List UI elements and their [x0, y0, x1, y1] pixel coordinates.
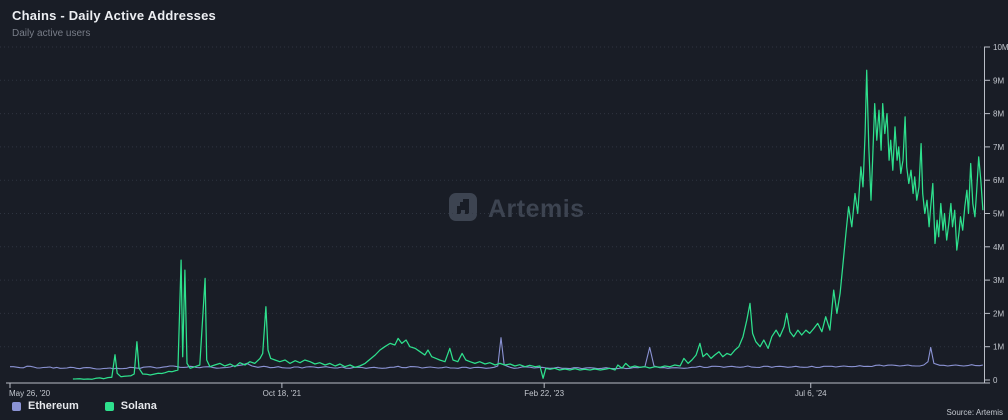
y-tick-label: 10M [993, 43, 1008, 52]
y-tick-label: 6M [993, 176, 1004, 185]
x-tick-label: May 26, '20 [9, 389, 51, 398]
y-tick-label: 1M [993, 343, 1004, 352]
legend-item-solana[interactable]: Solana [104, 400, 157, 412]
watermark-text: Artemis [488, 195, 585, 223]
y-tick-label: 3M [993, 276, 1004, 285]
y-tick-label: 9M [993, 76, 1004, 85]
source-label: Source: Artemis [946, 408, 1003, 417]
page-title: Chains - Daily Active Addresses [12, 8, 216, 23]
series-line-solana [72, 69, 984, 380]
series-line-ethereum [10, 337, 984, 370]
legend-item-ethereum[interactable]: Ethereum [12, 400, 79, 412]
x-tick-label: Feb 22, '23 [524, 389, 564, 398]
legend-label: Solana [120, 400, 157, 412]
y-tick-label: 0 [993, 376, 998, 385]
y-tick-label: 7M [993, 143, 1004, 152]
legend-label: Ethereum [28, 400, 79, 412]
y-tick-label: 4M [993, 243, 1004, 252]
x-tick-label: Oct 18, '21 [263, 389, 302, 398]
y-tick-label: 8M [993, 110, 1004, 119]
y-tick-label: 2M [993, 309, 1004, 318]
y-tick-label: 5M [993, 210, 1004, 219]
legend-swatch-ethereum [12, 401, 21, 411]
x-tick-label: Jul 6, '24 [795, 389, 827, 398]
page-subtitle: Daily active users [12, 28, 91, 39]
chart-legend: Ethereum Solana [12, 400, 157, 412]
legend-swatch-solana [104, 401, 114, 411]
